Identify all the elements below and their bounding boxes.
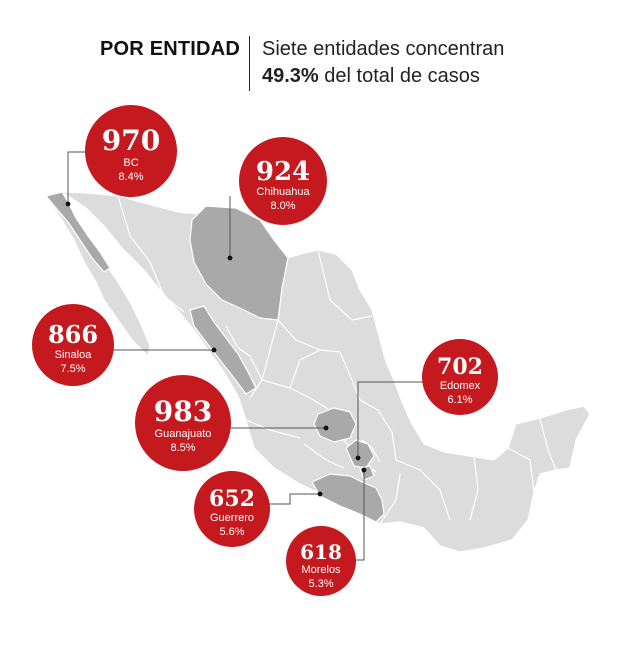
dot-bc [65, 201, 71, 207]
bubble-morelos-cases: 618 [300, 540, 342, 564]
bubble-chihuahua-cases: 924 [256, 157, 310, 187]
bubble-guanajuato-circle [135, 375, 231, 471]
bubble-guerrero-cases: 652 [209, 486, 255, 512]
bubble-sinaloa-cases: 866 [48, 320, 98, 349]
bubble-sinaloa-name: Sinaloa [55, 349, 93, 361]
bubble-sinaloa: 866 Sinaloa 7.5% [32, 304, 114, 386]
state-sinaloa-shape [189, 305, 257, 395]
bubble-guanajuato-pct: 8.5% [170, 442, 195, 454]
mainland-shape [61, 191, 591, 553]
bubble-chihuahua-name: Chihuahua [256, 186, 310, 198]
bubble-bc: 970 BC 8.4% [85, 105, 177, 197]
bubble-morelos-pct: 5.3% [308, 578, 333, 590]
bubble-edomex-circle [422, 339, 498, 415]
bubble-bc-pct: 8.4% [118, 171, 143, 183]
header-subtitle: Siete entidades concentran 49.3% del tot… [262, 36, 504, 90]
header-line2-text: del total de casos [318, 65, 480, 87]
bubble-edomex-cases: 702 [437, 354, 483, 380]
dot-edomex [355, 455, 361, 461]
bubble-chihuahua-circle [239, 137, 327, 225]
header-label: POR ENTIDAD [100, 38, 240, 60]
dot-guerrero [317, 491, 323, 497]
bubble-guanajuato: 983 Guanajuato 8.5% [135, 375, 231, 471]
header-line2: 49.3% del total de casos [262, 63, 504, 90]
header-divider [249, 36, 250, 91]
bubble-edomex-pct: 6.1% [447, 394, 472, 406]
bubble-chihuahua-pct: 8.0% [270, 200, 295, 212]
bubble-morelos-circle [286, 526, 356, 596]
map-base [45, 191, 591, 553]
leader-lines [67, 151, 426, 561]
bubble-morelos-name: Morelos [301, 564, 341, 576]
state-edomex-shape [345, 439, 375, 469]
bubble-sinaloa-circle [32, 304, 114, 386]
header: POR ENTIDAD Siete entidades concentran 4… [0, 34, 618, 94]
bubble-bc-circle [85, 105, 177, 197]
dot-guanajuato [323, 425, 329, 431]
bubble-edomex: 702 Edomex 6.1% [422, 339, 498, 415]
state-borders [117, 195, 557, 525]
state-guerrero-shape [311, 473, 385, 523]
bubble-bc-cases: 970 [102, 124, 160, 157]
bubble-guerrero-circle [194, 471, 270, 547]
bubble-guerrero-name: Guerrero [210, 512, 254, 524]
dot-morelos [361, 467, 367, 473]
dot-chihuahua [227, 255, 233, 261]
state-chihuahua-shape [189, 205, 289, 321]
bubble-morelos: 618 Morelos 5.3% [286, 526, 356, 596]
bubble-guanajuato-name: Guanajuato [155, 428, 212, 440]
header-total-pct: 49.3% [262, 65, 319, 87]
bubble-guerrero-pct: 5.6% [219, 526, 244, 538]
bubble-guerrero: 652 Guerrero 5.6% [194, 471, 270, 547]
dot-sinaloa [211, 347, 217, 353]
highlighted-states [45, 191, 385, 523]
bubble-chihuahua: 924 Chihuahua 8.0% [239, 137, 327, 225]
bubble-guanajuato-cases: 983 [154, 395, 212, 428]
leader-line-edomex [357, 381, 426, 458]
bubble-edomex-name: Edomex [440, 380, 481, 392]
header-line1: Siete entidades concentran [262, 38, 505, 60]
location-dots [65, 201, 367, 497]
leader-line-guerrero [260, 493, 320, 505]
bubble-sinaloa-pct: 7.5% [60, 363, 85, 375]
bubble-bc-name: BC [123, 157, 138, 169]
